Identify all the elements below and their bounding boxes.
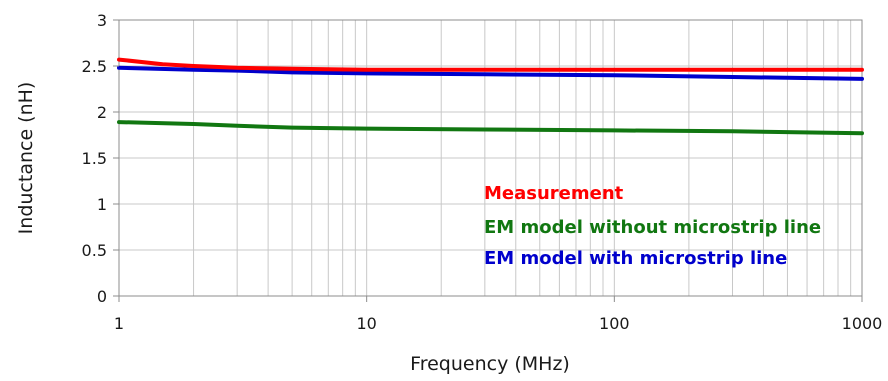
y-tick-label: 0.5	[82, 241, 107, 260]
x-tick-label: 10	[356, 314, 376, 333]
y-tick-label: 1.5	[82, 149, 107, 168]
x-tick-label: 100	[599, 314, 630, 333]
x-tick-label: 1000	[842, 314, 883, 333]
y-axis-title: Inductance (nH)	[15, 82, 37, 235]
y-tick-label: 2	[97, 103, 107, 122]
y-tick-label: 0	[97, 287, 107, 306]
series-line-2	[117, 65, 864, 81]
x-tick-labels: 1 10 100 1000	[114, 296, 882, 333]
y-tick-labels: 0 0.5 1 1.5 2 2.5 3	[82, 11, 119, 306]
y-tick-label: 3	[97, 11, 107, 30]
legend-label-em-model-with-microstrip: EM model with microstrip line	[484, 248, 787, 269]
y-tick-label: 1	[97, 195, 107, 214]
x-axis-title: Frequency (MHz)	[410, 353, 570, 375]
y-tick-label: 2.5	[82, 57, 107, 76]
series-line-1	[117, 120, 864, 136]
legend-label-em-model-without-microstrip: EM model without microstrip line	[484, 217, 821, 238]
series-line-0	[117, 57, 864, 72]
legend: Measurement EM model without microstrip …	[484, 183, 821, 269]
series-lines	[117, 57, 864, 136]
legend-label-measurement: Measurement	[484, 183, 624, 204]
x-tick-label: 1	[114, 314, 124, 333]
